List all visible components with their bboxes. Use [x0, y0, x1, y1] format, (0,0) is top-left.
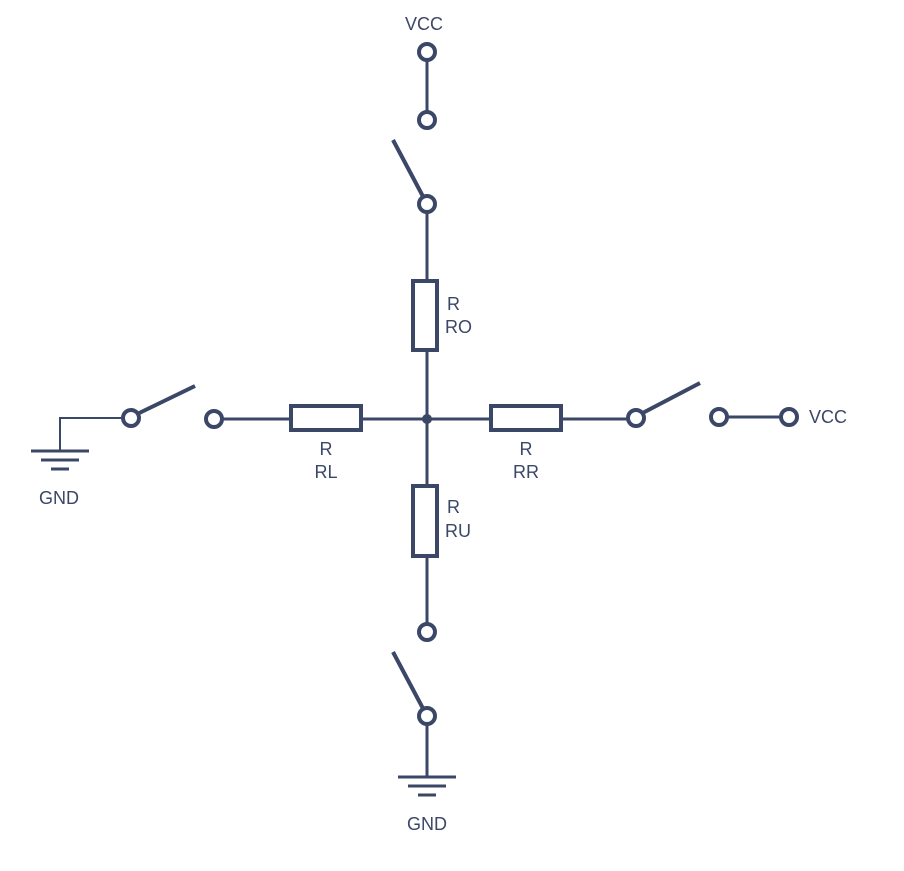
terminal-switch-right-fixed	[709, 407, 729, 427]
junction-dot	[422, 414, 432, 424]
label-vcc-right: VCC	[809, 407, 847, 427]
label-gnd-bottom: GND	[407, 814, 447, 834]
label-vcc-top: VCC	[405, 14, 443, 34]
terminal-switch-right-pivot	[626, 408, 646, 428]
switch-bottom-blade	[391, 651, 429, 717]
terminal-switch-bottom-fixed	[417, 622, 437, 642]
label-resistor-left-name: R	[320, 439, 333, 459]
ground-bottom-icon	[398, 775, 456, 797]
wires	[59, 52, 781, 777]
resistor-rr	[489, 404, 563, 432]
terminal-switch-bottom-pivot	[417, 706, 437, 726]
switch-left-blade	[130, 384, 196, 419]
ground-symbols	[31, 449, 456, 797]
label-resistor-top-name: R	[447, 294, 460, 314]
switch-top-blade	[391, 139, 429, 205]
terminals	[121, 42, 799, 726]
label-resistor-right-name: R	[520, 439, 533, 459]
terminal-switch-left-pivot	[121, 408, 141, 428]
label-gnd-left: GND	[39, 488, 79, 508]
terminal-vcc-right	[779, 407, 799, 427]
resistor-ro	[411, 279, 439, 352]
resistor-rl	[289, 404, 363, 432]
terminal-switch-top-pivot	[417, 194, 437, 214]
terminal-switch-left-fixed	[204, 409, 224, 429]
label-resistor-top-id: RO	[445, 317, 472, 337]
switch-right-blade	[634, 381, 701, 419]
center-junction	[422, 414, 432, 424]
label-resistor-left-id: RL	[314, 462, 337, 482]
resistors	[289, 279, 563, 558]
labels: VCC VCC GND GND R RO R RU R RL R RR	[39, 14, 847, 834]
label-resistor-right-id: RR	[513, 462, 539, 482]
wire-left-switch-to-gnd	[59, 417, 122, 451]
label-resistor-bottom-name: R	[447, 497, 460, 517]
switch-blades	[130, 139, 701, 717]
ground-left-icon	[31, 449, 89, 471]
terminal-vcc-top	[417, 42, 437, 62]
resistor-ru	[411, 484, 439, 558]
terminal-switch-top-fixed	[417, 110, 437, 130]
label-resistor-bottom-id: RU	[445, 521, 471, 541]
